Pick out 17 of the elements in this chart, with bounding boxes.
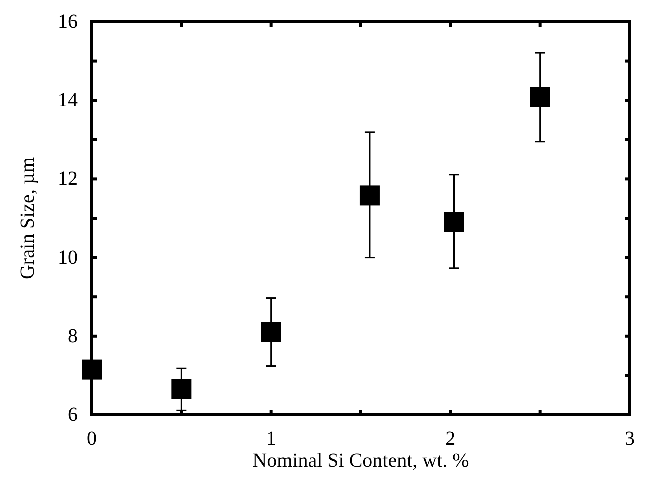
point <box>444 212 464 232</box>
x-tick-label: 1 <box>266 428 276 450</box>
y-tick-label: 16 <box>58 11 78 33</box>
y-tick-label: 14 <box>58 90 78 112</box>
point <box>360 186 380 206</box>
point <box>172 379 192 400</box>
y-tick-label: 12 <box>58 168 78 190</box>
y-tick-label: 10 <box>58 246 78 269</box>
x-axis-title: Nominal Si Content, wt. % <box>252 450 470 472</box>
point <box>530 87 550 108</box>
y-tick-label: 8 <box>68 325 78 348</box>
x-tick-label: 0 <box>87 428 97 450</box>
x-tick-label: 2 <box>446 428 456 450</box>
y-tick-label: 6 <box>68 404 78 426</box>
y-axis-title: Grain Size, µm <box>17 157 39 280</box>
point <box>261 322 282 342</box>
x-tick-label: 3 <box>625 428 635 450</box>
